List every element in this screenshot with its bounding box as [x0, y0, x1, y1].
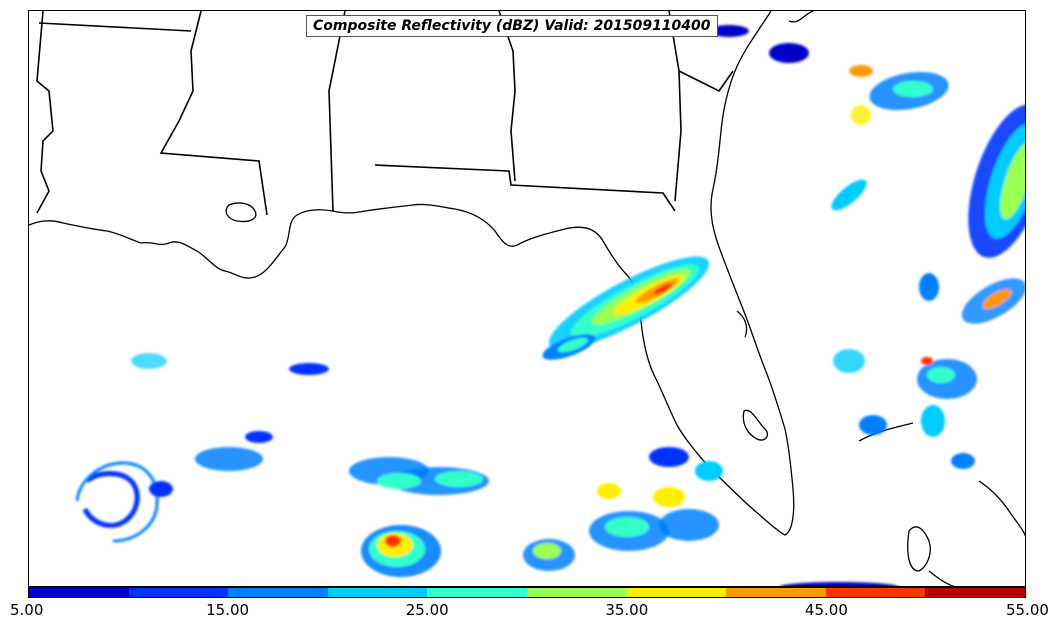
colorbar-segment	[526, 588, 627, 597]
colorbar	[28, 587, 1026, 598]
colorbar-segment	[29, 588, 129, 597]
colorbar-segment	[427, 588, 527, 597]
colorbar-tick-label: 55.00	[1006, 601, 1049, 619]
colorbar-tick-label: 45.00	[804, 601, 848, 619]
colorbar-segment	[726, 588, 826, 597]
colorbar-segment	[327, 588, 428, 597]
colorbar-segment	[128, 588, 229, 597]
colorbar-segment	[228, 588, 328, 597]
colorbar-segment	[925, 588, 1025, 597]
state-borders	[36, 11, 734, 216]
coastline	[29, 11, 1025, 586]
colorbar-tick-label: 25.00	[405, 601, 449, 619]
colorbar-segment	[825, 588, 926, 597]
colorbar-tick-label: 15.00	[206, 601, 250, 619]
map-title: Composite Reflectivity (dBZ) Valid: 2015…	[306, 15, 718, 37]
colorbar-tick-label: 35.00	[605, 601, 649, 619]
map-panel: Composite Reflectivity (dBZ) Valid: 2015…	[28, 10, 1026, 587]
radar-map	[29, 11, 1025, 586]
colorbar-segment	[626, 588, 727, 597]
radar-echoes	[75, 25, 1025, 586]
colorbar-tick-label: 5.00	[10, 601, 44, 619]
